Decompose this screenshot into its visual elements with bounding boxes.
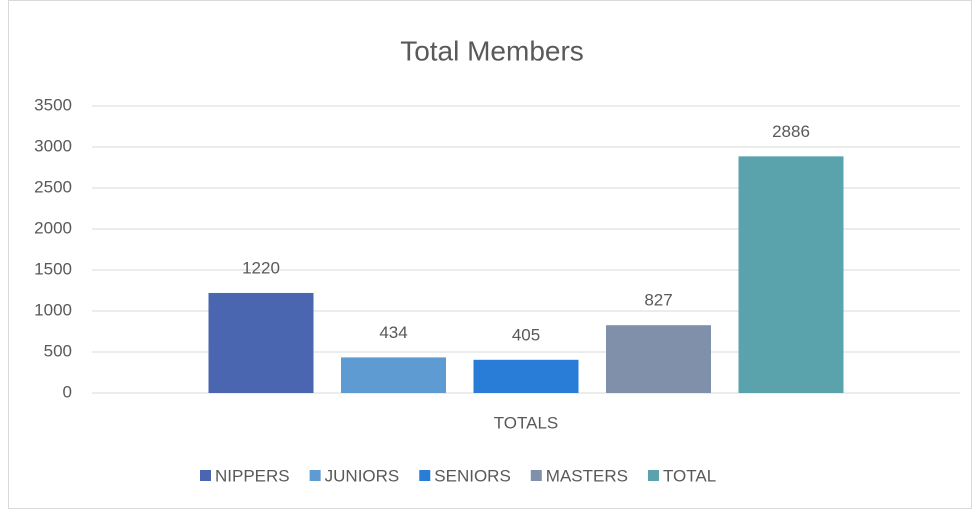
- y-tick-label: 3500: [34, 95, 72, 114]
- legend-swatch: [309, 470, 321, 481]
- value-label: 434: [379, 323, 407, 342]
- legend-swatch: [419, 470, 431, 481]
- legend-swatch: [200, 470, 211, 481]
- bar: [473, 359, 579, 393]
- y-tick-label: 1000: [34, 300, 72, 319]
- legend-swatch: [647, 470, 659, 481]
- bar: [738, 156, 844, 393]
- value-label: 2886: [772, 122, 810, 141]
- legend-label: JUNIORS: [325, 466, 400, 485]
- y-tick-label: 3000: [34, 136, 72, 155]
- chart-title: Total Members: [400, 35, 584, 66]
- legend-label: SENIORS: [434, 466, 511, 485]
- x-tick-label: TOTALS: [494, 413, 559, 432]
- legend-label: TOTAL: [663, 466, 716, 485]
- value-label: 405: [512, 325, 540, 344]
- bar: [606, 325, 711, 393]
- y-tick-label: 0: [63, 382, 72, 401]
- legend-label: MASTERS: [546, 466, 628, 485]
- legend-label: NIPPERS: [215, 466, 290, 485]
- legend-swatch: [530, 470, 542, 481]
- y-tick-label: 1500: [34, 259, 72, 278]
- y-tick-label: 2000: [34, 218, 72, 237]
- y-tick-label: 2500: [34, 177, 72, 196]
- value-label: 1220: [242, 258, 280, 277]
- bar: [341, 357, 446, 393]
- value-label: 827: [644, 291, 672, 310]
- bar: [208, 292, 314, 393]
- y-tick-label: 500: [44, 341, 72, 360]
